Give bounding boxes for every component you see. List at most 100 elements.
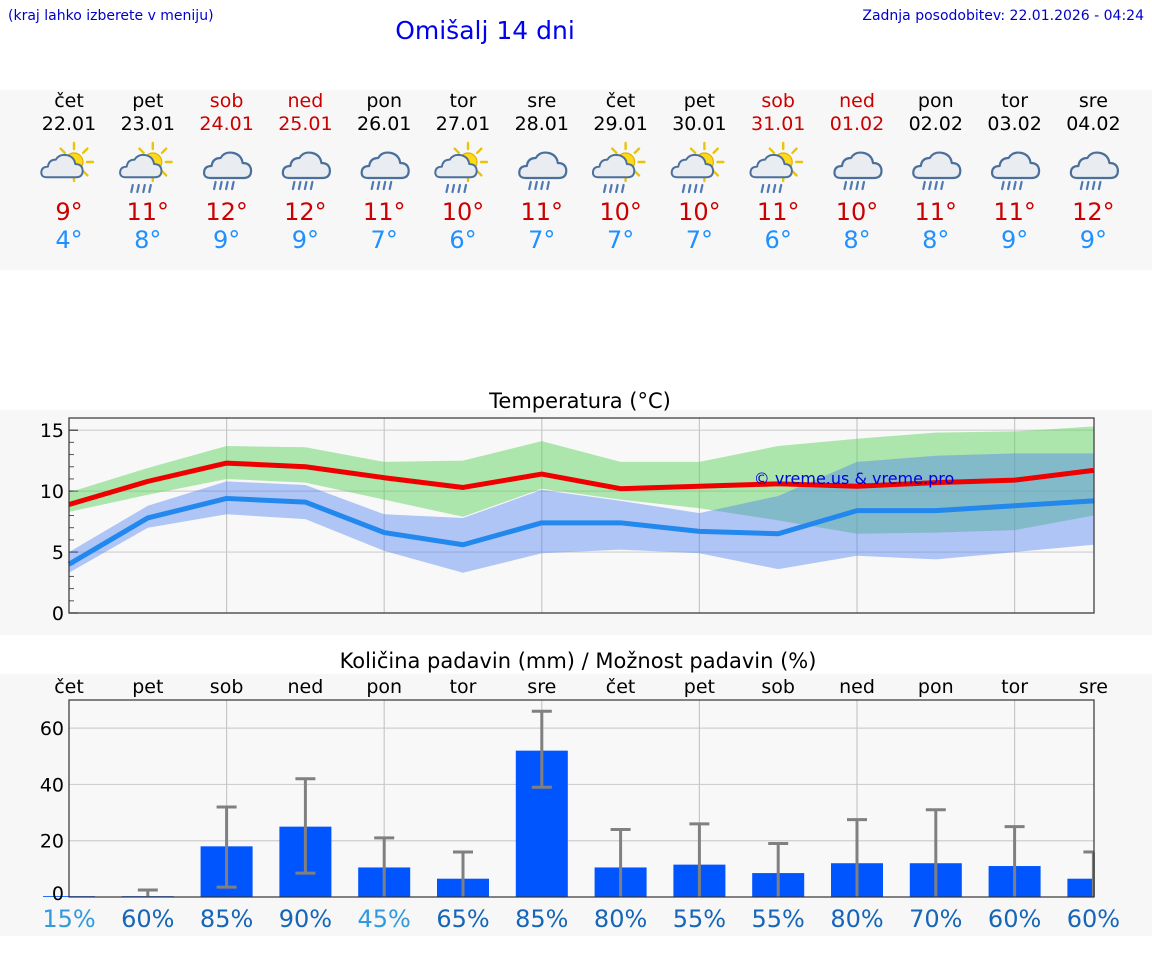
precip-bar [1067,878,1094,897]
cloud-rain-icon [912,151,962,191]
min-temp: 9° [213,226,240,254]
sun-cloud-icon [40,141,94,183]
precip-probability: 45% [358,905,411,933]
max-temp: 9° [55,198,82,226]
day-name: ned [839,90,875,112]
sun-cloud-rain-icon [670,141,725,194]
precip-probability: 60% [988,905,1041,933]
day-date: 04.02 [1066,113,1120,135]
min-temp-line [67,495,1094,567]
min-temp: 8° [134,226,161,254]
max-temp: 11° [521,198,564,226]
day-name: tor [450,90,477,112]
min-temp: 4° [55,226,82,254]
max-temp: 12° [1072,198,1115,226]
max-temp: 11° [127,198,170,226]
max-temp: 11° [993,198,1036,226]
cloud-rain-icon [518,151,568,191]
cloud-rain-icon [281,151,332,191]
max-temp: 11° [757,198,800,226]
precip-probability: 70% [909,905,962,933]
watermark: © vreme.us & vreme.pro [754,469,955,488]
day-date: 01.02 [830,113,884,135]
location-hint[interactable]: (kraj lahko izberete v meniju) [8,8,214,24]
day-date: 24.01 [199,113,253,135]
precip-day-label: tor [450,676,477,698]
sun-cloud-rain-icon [119,141,173,194]
precip-day-label: pet [684,676,715,698]
cloud-rain-icon [1069,151,1120,191]
precip-tick-label: 0 [52,883,64,905]
precip-probability: 65% [436,905,489,933]
precip-probability: 55% [673,905,726,933]
temp-tick-label: 10 [40,481,64,503]
precip-day-label: sre [1079,676,1108,698]
min-temp: 7° [607,226,634,254]
cloud-rain-icon [360,151,410,191]
max-temp: 10° [442,198,485,226]
precip-day-label: čet [54,676,84,698]
day-name: pon [366,90,402,112]
day-date: 03.02 [987,113,1041,135]
day-date: 29.01 [593,113,647,135]
min-temp: 6° [765,226,792,254]
sun-cloud-rain-icon [434,141,488,194]
min-temp: 7° [528,226,555,254]
precip-tick-label: 60 [40,718,64,740]
sun-cloud-rain-icon [749,141,804,194]
precip-day-label: ned [839,676,875,698]
day-name: pet [132,90,163,112]
cloud-rain-icon [202,151,253,191]
day-name: čet [54,90,84,112]
min-temp: 7° [686,226,713,254]
cloud-rain-icon [990,151,1041,191]
day-date: 27.01 [436,113,490,135]
day-name: čet [606,90,636,112]
max-temp: 12° [284,198,327,226]
temperature-plot-frame [68,417,1095,614]
day-name: pet [684,90,715,112]
day-date: 28.01 [515,113,569,135]
min-temp: 9° [1001,226,1028,254]
day-name: sob [761,90,795,112]
precip-probability: 60% [1067,905,1120,933]
precipitation-title: Količina padavin (mm) / Možnost padavin … [340,649,817,673]
precip-day-label: tor [1001,676,1028,698]
day-name: sob [210,90,244,112]
day-name: pon [918,90,954,112]
precip-probability: 15% [42,905,95,933]
day-name: sre [1079,90,1108,112]
precipitation-plot-frame [68,699,1095,898]
max-temp-line [68,460,1094,507]
precip-probability: 80% [594,905,647,933]
precip-tick-label: 40 [40,774,64,796]
last-update[interactable]: Zadnja posodobitev: 22.01.2026 - 04:24 [862,8,1144,24]
day-date: 22.01 [42,113,96,135]
max-temp: 11° [915,198,958,226]
day-date: 25.01 [278,113,332,135]
day-date: 26.01 [357,113,411,135]
min-temp: 6° [449,226,476,254]
precip-day-label: ned [288,676,324,698]
day-date: 02.02 [909,113,963,135]
precip-day-label: sob [761,676,795,698]
temp-tick-label: 0 [52,603,64,625]
max-temp: 10° [678,198,721,226]
page-title: Omišalj 14 dni [395,16,575,45]
precip-probability: 55% [752,905,805,933]
precip-probability: 90% [279,905,332,933]
day-date: 30.01 [672,113,726,135]
min-temp: 8° [843,226,870,254]
max-temp: 12° [205,198,248,226]
temperature-title: Temperatura (°C) [488,389,671,413]
precip-day-label: sob [210,676,244,698]
precip-day-label: sre [527,676,556,698]
max-temp: 10° [599,198,642,226]
precip-day-label: pon [366,676,402,698]
precip-probability: 80% [830,905,883,933]
min-temp: 8° [922,226,949,254]
cloud-rain-icon [833,151,883,191]
min-temp: 9° [1080,226,1107,254]
sun-cloud-rain-icon [591,141,646,194]
